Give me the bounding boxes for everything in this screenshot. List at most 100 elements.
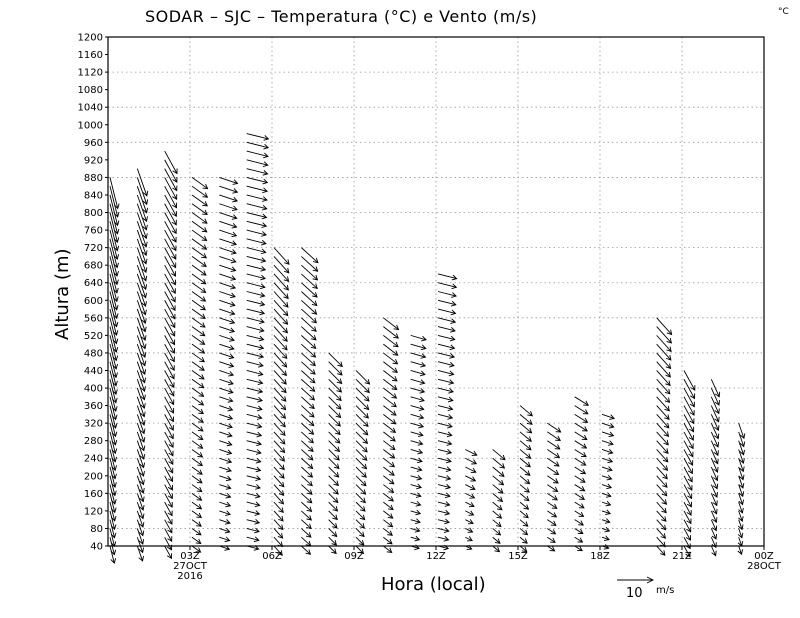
wind-vector-head: [170, 330, 176, 337]
wind-vector-shaft: [191, 449, 203, 458]
wind-vector: [273, 335, 288, 351]
wind-vector-head: [254, 492, 261, 499]
wind-vector-head: [446, 431, 453, 438]
y-tick-label: 400: [84, 384, 103, 395]
wind-vector: [574, 510, 585, 517]
wind-vector: [492, 466, 505, 477]
wind-vector: [656, 484, 668, 497]
wind-vector: [328, 405, 342, 419]
wind-vector-shaft: [164, 221, 177, 243]
wind-vector: [246, 510, 261, 516]
wind-vector-head: [140, 377, 147, 384]
wind-vector: [219, 282, 237, 290]
wind-vector-shaft: [710, 405, 720, 423]
wind-vector-shaft: [328, 387, 342, 401]
wind-vector-shaft: [246, 422, 262, 428]
wind-vector: [136, 177, 149, 206]
wind-vector-head: [607, 448, 614, 455]
wind-vector-head: [258, 361, 264, 368]
wind-vector-shaft: [109, 300, 118, 327]
wind-vector: [191, 185, 209, 198]
wind-vector-head: [112, 363, 118, 370]
y-tick-label: 1000: [78, 120, 103, 131]
wind-vector: [246, 405, 263, 412]
wind-vector: [437, 378, 455, 385]
wind-vector-shaft: [683, 422, 694, 441]
wind-vector: [301, 308, 318, 324]
wind-vector-shaft: [547, 484, 558, 492]
wind-vector-head: [392, 359, 399, 365]
wind-vector: [437, 509, 451, 516]
y-tick-label: 200: [84, 471, 103, 482]
wind-vector: [191, 510, 202, 519]
wind-vector-head: [230, 283, 237, 290]
wind-vector-head: [714, 408, 720, 415]
wind-vector-shaft: [136, 431, 145, 451]
wind-vector-shaft: [656, 414, 670, 429]
wind-vector-head: [687, 485, 693, 491]
wind-vector: [246, 308, 266, 316]
wind-vector: [164, 370, 175, 389]
wind-vector: [683, 449, 694, 466]
wind-vector-shaft: [164, 159, 178, 183]
wind-vector: [246, 527, 260, 534]
wind-vector-head: [262, 178, 269, 185]
wind-vector: [710, 449, 719, 465]
wind-vector-shaft: [437, 273, 457, 280]
wind-vector-head: [169, 390, 175, 397]
wind-vector-head: [261, 231, 267, 237]
wind-vector-head: [283, 267, 290, 274]
wind-vector-head: [138, 538, 145, 545]
wind-vector-shaft: [191, 431, 204, 440]
wind-vector: [519, 440, 532, 451]
wind-vector-head: [139, 454, 146, 460]
wind-vector-shaft: [273, 308, 288, 325]
wind-vector-head: [202, 183, 209, 190]
wind-vector-shaft: [136, 194, 147, 222]
wind-vector-head: [170, 322, 176, 329]
wind-vector: [492, 449, 506, 461]
wind-vector-shaft: [109, 186, 119, 217]
wind-vector-head: [443, 527, 450, 533]
wind-vector: [136, 537, 145, 554]
wind-vector-shaft: [109, 510, 116, 530]
wind-vector-shaft: [301, 466, 313, 478]
wind-vector: [437, 422, 453, 429]
wind-vector-head: [256, 431, 263, 438]
wind-vector-shaft: [519, 510, 529, 519]
wind-vector: [246, 168, 269, 176]
wind-vector-head: [168, 459, 174, 466]
wind-vector-head: [420, 353, 427, 359]
wind-vector-head: [262, 187, 269, 194]
wind-vector-head: [198, 400, 205, 406]
wind-vector-shaft: [164, 247, 177, 268]
wind-vector-shaft: [301, 352, 316, 366]
wind-vector-shaft: [710, 387, 720, 406]
wind-vector: [410, 483, 423, 490]
wind-vector-head: [142, 216, 148, 223]
wind-vector-head: [280, 430, 286, 437]
wind-vector: [656, 335, 672, 353]
wind-vector: [136, 256, 148, 282]
wind-vector: [191, 422, 204, 432]
wind-vector-shaft: [164, 405, 174, 422]
wind-vector-head: [168, 416, 174, 423]
wind-vector: [273, 484, 285, 496]
wind-vector-shaft: [273, 282, 289, 299]
wind-vector: [656, 317, 673, 336]
wind-vector-head: [171, 245, 177, 252]
wind-vector: [328, 493, 339, 504]
wind-vector-shaft: [191, 220, 208, 233]
wind-vector-head: [139, 471, 145, 477]
wind-vector-shaft: [219, 352, 234, 359]
wind-vector-head: [280, 404, 287, 411]
wind-vector-head: [713, 441, 720, 448]
wind-vector-head: [664, 388, 671, 395]
wind-vector-head: [113, 220, 120, 227]
wind-vector-head: [689, 401, 695, 408]
wind-vector-head: [229, 327, 236, 334]
wind-vector-head: [306, 515, 312, 521]
wind-vector-shaft: [738, 449, 744, 464]
wind-vector-head: [142, 207, 149, 214]
wind-vector-shaft: [219, 273, 236, 280]
